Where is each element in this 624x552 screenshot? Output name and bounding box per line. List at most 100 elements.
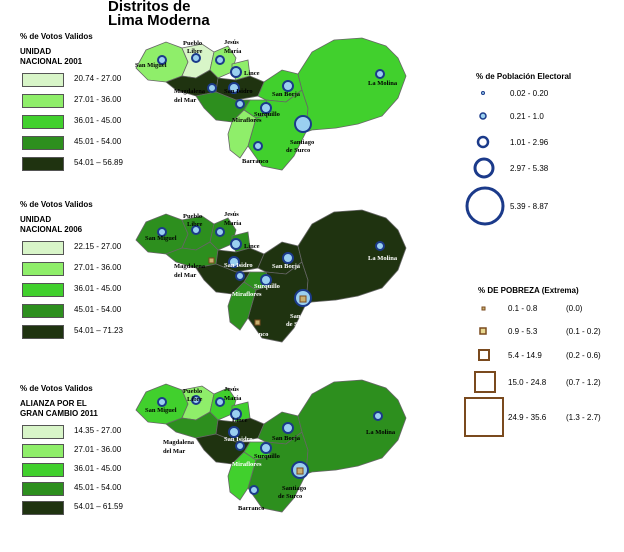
- electoral-class-label: 0.02 - 0.20: [510, 89, 549, 98]
- legend-class-row: 36.01 - 45.00: [20, 283, 121, 304]
- legend-2011: % de Votos Validos ALIANZA POR EL GRAN C…: [20, 384, 123, 520]
- class-label: 54.01 – 71.23: [74, 326, 123, 335]
- class-swatch: [22, 283, 64, 297]
- electoral-class-symbol: [476, 135, 490, 149]
- legend-subtitle: UNIDAD NACIONAL 2001: [20, 47, 93, 67]
- class-label: 54.01 – 56.89: [74, 158, 123, 167]
- legend-subtitle-line-2: NACIONAL 2001: [20, 57, 83, 66]
- electoral-symbol: [191, 395, 201, 405]
- label-surco: Santiago: [290, 139, 314, 146]
- label-magdalena: Magdalena: [163, 439, 195, 446]
- label-barranco: Barranco: [238, 505, 264, 512]
- electoral-symbol: [157, 227, 167, 237]
- electoral-symbol: [207, 83, 217, 93]
- label-surquillo: Surquillo: [254, 111, 280, 118]
- electoral-class-symbol: [473, 157, 495, 179]
- electoral-class-label: 1.01 - 2.96: [510, 138, 549, 147]
- map-2011-poverty: [296, 467, 304, 475]
- legend-subtitle-line-1: UNIDAD: [20, 47, 52, 56]
- electoral-symbol: [373, 411, 383, 421]
- class-label: 36.01 - 45.00: [74, 284, 122, 293]
- poverty-class-symbol: [481, 306, 486, 311]
- legend-heading: % de Votos Validos: [20, 200, 93, 209]
- electoral-symbol: [260, 102, 272, 114]
- poverty-class-symbol: [464, 397, 504, 437]
- class-swatch: [22, 136, 64, 150]
- electoral-legend-heading: % de Población Electoral: [476, 72, 572, 81]
- label-jesus-maria: Jesús: [224, 386, 239, 393]
- class-swatch: [22, 325, 64, 339]
- electoral-class-label: 0.21 - 1.0: [510, 112, 544, 121]
- label-jesus-maria: María: [224, 395, 242, 402]
- electoral-symbol: [191, 53, 201, 63]
- electoral-symbol: [260, 442, 272, 454]
- class-swatch: [22, 463, 64, 477]
- electoral-class-label: 2.97 - 5.38: [510, 164, 549, 173]
- label-jesus-maria: María: [224, 220, 242, 227]
- poverty-class-extreme: (0.1 - 0.2): [566, 327, 601, 336]
- electoral-symbol: [215, 227, 225, 237]
- label-pueblo-libre: Libre: [187, 396, 203, 403]
- label-barranco: Barranco: [242, 158, 268, 165]
- legend-subtitle: ALIANZA POR EL GRAN CAMBIO 2011: [20, 399, 98, 419]
- poverty-legend-heading: % DE POBREZA (Extrema): [478, 286, 579, 295]
- legend-class-row: 45.01 - 54.00: [20, 136, 121, 157]
- class-label: 27.01 - 36.00: [74, 263, 122, 272]
- class-swatch: [22, 262, 64, 276]
- label-san-borja: San Borja: [272, 91, 301, 98]
- poverty-class-range: 0.1 - 0.8: [508, 304, 538, 313]
- legend-class-row: 22.15 - 27.00: [20, 241, 121, 262]
- legend-class-row: 27.01 - 36.00: [20, 262, 121, 283]
- poverty-class-range: 24.9 - 35.6: [508, 413, 547, 422]
- label-surco: de Surco: [278, 493, 302, 500]
- electoral-symbol: [191, 225, 201, 235]
- electoral-symbol: [375, 69, 385, 79]
- class-label: 14.35 - 27.00: [74, 426, 122, 435]
- legend-class-row: 45.01 - 54.00: [20, 482, 121, 501]
- legend-class-row: 54.01 – 61.59: [20, 501, 123, 520]
- class-swatch: [22, 94, 64, 108]
- map-title: Distritos de Lima Moderna: [108, 0, 210, 28]
- class-label: 36.01 - 45.00: [74, 116, 122, 125]
- electoral-legend-symbols: [465, 91, 505, 226]
- class-swatch: [22, 157, 64, 171]
- electoral-class-label: 5.39 - 8.87: [510, 202, 549, 211]
- map-2006-symbols: [157, 225, 385, 307]
- label-san-miguel: San Miguel: [145, 407, 177, 414]
- class-swatch: [22, 115, 64, 129]
- label-pueblo-libre: Pueblo: [183, 40, 202, 47]
- class-label: 27.01 - 36.00: [74, 95, 122, 104]
- electoral-symbol: [157, 55, 167, 65]
- label-san-isidro: San Isidro: [224, 436, 253, 443]
- poverty-class-extreme: (0.2 - 0.6): [566, 351, 601, 360]
- label-la-molina: La Molina: [366, 429, 396, 436]
- electoral-symbol: [235, 271, 245, 281]
- electoral-symbol: [228, 82, 240, 94]
- label-miraflores: Miraflores: [232, 117, 262, 124]
- poverty-symbol: [299, 295, 307, 303]
- class-swatch: [22, 425, 64, 439]
- electoral-symbol: [235, 441, 245, 451]
- legend-subtitle-line-2: NACIONAL 2006: [20, 225, 83, 234]
- electoral-symbol: [215, 55, 225, 65]
- label-jesus-maria: María: [224, 48, 242, 55]
- electoral-symbol: [282, 252, 294, 264]
- electoral-symbol: [249, 485, 259, 495]
- electoral-symbol: [294, 115, 312, 133]
- poverty-class-extreme: (0.7 - 1.2): [566, 378, 601, 387]
- class-label: 36.01 - 45.00: [74, 464, 122, 473]
- label-miraflores: Miraflores: [232, 291, 262, 298]
- label-san-borja: San Borja: [272, 435, 301, 442]
- electoral-class-symbol: [481, 91, 485, 95]
- poverty-class-range: 5.4 - 14.9: [508, 351, 542, 360]
- map-2001: [135, 37, 407, 171]
- label-san-isidro: San Isidro: [224, 88, 253, 95]
- map-2006-labels: San Miguel Pueblo Libre Jesús María Linc…: [145, 211, 398, 338]
- electoral-symbol: [228, 426, 240, 438]
- legend-class-row: 36.01 - 45.00: [20, 115, 121, 136]
- label-san-borja: San Borja: [272, 263, 301, 270]
- electoral-symbol: [157, 397, 167, 407]
- label-pueblo-libre: Pueblo: [183, 213, 202, 220]
- poverty-symbol: [296, 467, 304, 475]
- label-la-molina: La Molina: [368, 255, 398, 262]
